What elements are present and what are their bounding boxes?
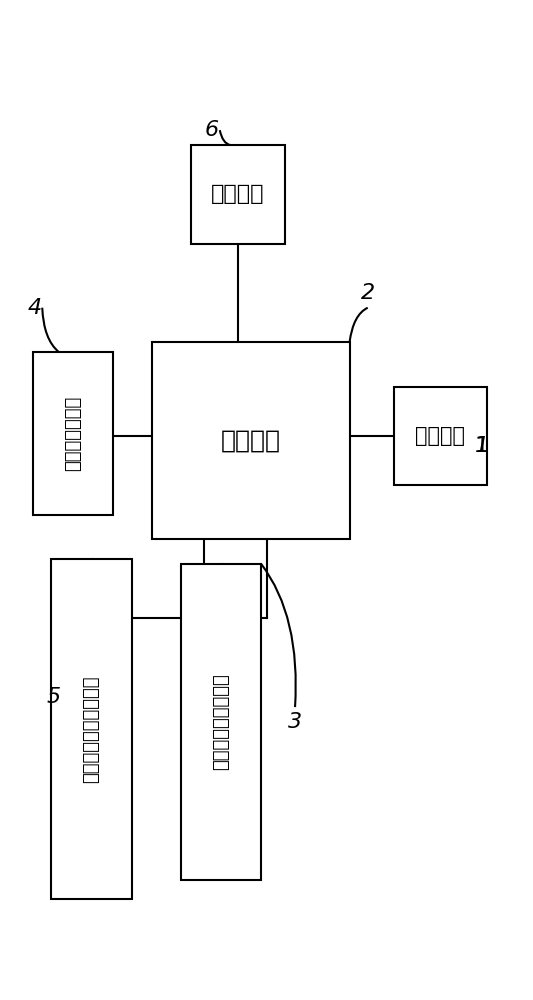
Text: 5: 5	[46, 687, 61, 707]
Text: 电源模块: 电源模块	[415, 426, 465, 446]
Text: 主控模块: 主控模块	[221, 429, 281, 453]
Bar	[191, 145, 285, 244]
Text: 1: 1	[475, 436, 489, 456]
Text: 3: 3	[288, 712, 302, 732]
Text: 电磁阀驱动模块: 电磁阀驱动模块	[64, 396, 82, 471]
Text: 2: 2	[361, 283, 375, 303]
Bar	[181, 564, 261, 880]
Text: 6: 6	[205, 120, 219, 140]
Text: 行程开关信号输入电路: 行程开关信号输入电路	[82, 676, 100, 783]
Text: 总线模块: 总线模块	[211, 184, 265, 204]
Text: 1: 1	[475, 436, 489, 456]
Bar	[33, 352, 114, 515]
Bar	[152, 342, 350, 539]
Text: 4: 4	[27, 298, 42, 318]
Bar	[51, 559, 132, 899]
Bar	[394, 387, 487, 485]
Text: 电位器信号输入电路: 电位器信号输入电路	[212, 674, 230, 770]
